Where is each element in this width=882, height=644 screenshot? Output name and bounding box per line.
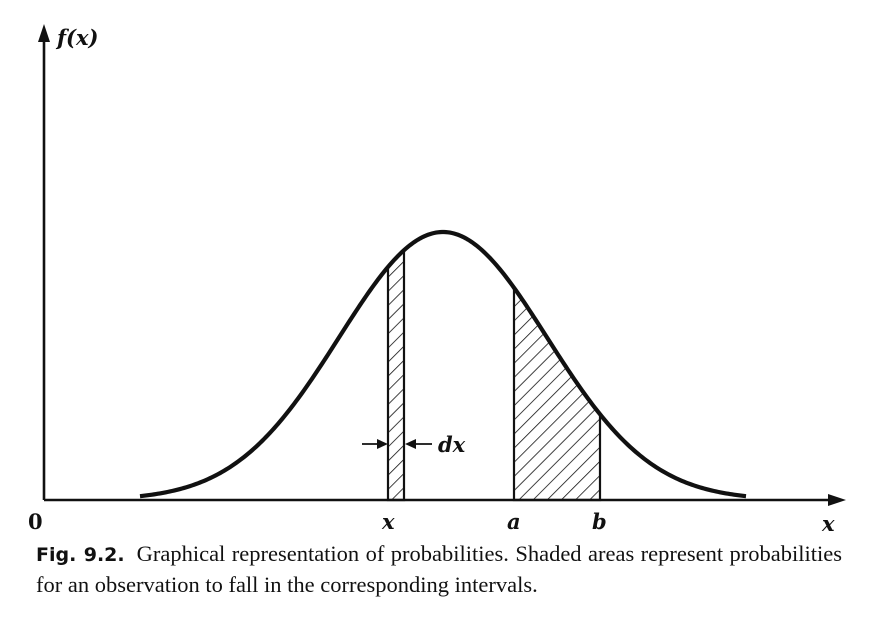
dx-left-arrowhead: [377, 439, 388, 449]
figure-number: Fig. 9.2.: [36, 544, 125, 566]
dx-strip-shaded-area: [386, 247, 406, 502]
dx-label: dx: [438, 432, 466, 457]
probability-density-figure: f(x) 0 x dx a b x: [28, 24, 846, 536]
strip-x-label: x: [381, 509, 395, 534]
y-axis-arrowhead: [38, 24, 50, 42]
x-axis-label: x: [821, 511, 835, 536]
density-curve: [139, 229, 747, 499]
interval-start-label: a: [507, 509, 521, 534]
figure-caption: Fig. 9.2. Graphical representation of pro…: [36, 539, 842, 599]
y-axis-label: f(x): [55, 25, 98, 50]
dx-right-arrowhead: [405, 439, 416, 449]
x-axis-arrowhead: [828, 494, 846, 506]
interval-end-label: b: [592, 509, 607, 534]
origin-label: 0: [28, 509, 43, 534]
figure-caption-text: Graphical representation of probabilitie…: [36, 541, 842, 597]
